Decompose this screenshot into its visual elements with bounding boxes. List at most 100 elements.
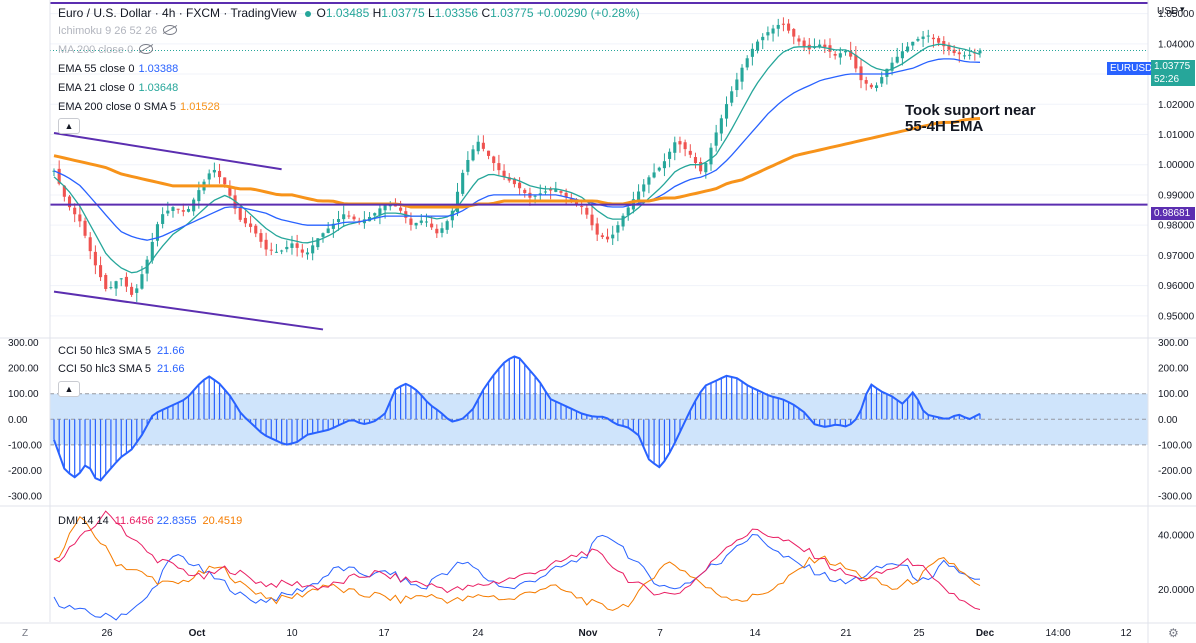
candle-body (269, 249, 273, 251)
main-grid (50, 13, 1148, 317)
candle-body (580, 205, 584, 207)
dmi-tick-label: 20.0000 (1158, 585, 1195, 596)
symbol-tag: EURUSD (1107, 62, 1156, 75)
candle-body (756, 41, 760, 51)
candle-body (699, 161, 703, 172)
high-value: 1.03775 (381, 6, 425, 20)
time-tick-label: 26 (101, 628, 113, 639)
candle-body (119, 278, 123, 280)
candle-body (481, 142, 485, 149)
candle-body (585, 207, 589, 215)
candle-body (714, 132, 718, 146)
candle-body (73, 207, 77, 215)
candle-body (642, 184, 646, 192)
price-tick-label: 1.00000 (1158, 160, 1195, 171)
candle-body (217, 170, 222, 178)
candle-body (430, 223, 434, 228)
dmi-plusminus-di-line (53, 533, 981, 621)
candle-body (409, 218, 413, 225)
candle-body (228, 185, 232, 196)
price-tick-label: 1.04000 (1158, 39, 1195, 50)
candle-body (538, 193, 542, 195)
candle-body (150, 241, 154, 261)
candle-body (906, 46, 910, 52)
candle-body (937, 38, 941, 43)
timezone-button[interactable]: Z (22, 628, 29, 639)
dmi-adx-value: 11.6456 (114, 515, 154, 527)
candle-body (792, 29, 796, 37)
legend-ema200[interactable]: EMA 200 close 0 SMA 5 1.01528 (58, 100, 220, 114)
candle-body (486, 150, 491, 156)
candle-body (895, 56, 899, 63)
hidden-eye-icon[interactable] (139, 44, 154, 54)
cci-left-tick-label: 300.00 (8, 338, 39, 349)
candle-body (673, 142, 677, 153)
candle-body (176, 208, 180, 210)
candle-body (455, 191, 460, 213)
candle-body (88, 237, 92, 252)
candle-body (719, 118, 723, 134)
legend-ma200[interactable]: MA 200 close 0 (58, 43, 154, 57)
candle-body (750, 48, 754, 57)
legend-ichimoku[interactable]: Ichimoku 9 26 52 26 (58, 24, 178, 38)
ema200-line (53, 117, 981, 209)
time-tick-label: 10 (286, 628, 298, 639)
time-tick-label: Nov (579, 628, 598, 639)
candle-body (931, 37, 935, 40)
cci-legend-1[interactable]: CCI 50 hlc3 SMA 5 21.66 (58, 344, 184, 358)
legend-ema55-label: EMA 55 close 0 (58, 63, 135, 75)
price-tick-label: 1.05000 (1158, 9, 1195, 20)
collapse-legend-button[interactable]: ▲ (58, 118, 80, 134)
legend-ema55[interactable]: EMA 55 close 0 1.03388 (58, 62, 178, 76)
price-tick-label: 1.02000 (1158, 100, 1195, 111)
hidden-eye-icon[interactable] (163, 25, 178, 35)
ohlc-readout: O1.03485 H1.03775 L1.03356 C1.03775 +0.0… (317, 6, 640, 20)
price-tick-label: 0.95000 (1158, 311, 1195, 322)
candle-body (797, 38, 801, 42)
candle-body (802, 40, 806, 47)
annotation-line-2: 55-4H EMA (905, 118, 984, 135)
candle-body (223, 177, 227, 185)
candle-body (688, 150, 692, 155)
candle-body (554, 189, 558, 192)
candle-body (114, 281, 118, 289)
candle-body (890, 62, 894, 71)
open-label: O (316, 6, 326, 20)
change-value: +0.00290 (+0.28%) (536, 6, 640, 20)
cci-legend-2-value: 21.66 (156, 363, 185, 375)
candle-body (921, 36, 925, 39)
candle-body (93, 251, 97, 266)
dmi-legend[interactable]: DMI 14 14 11.6456 22.8355 20.4519 (58, 514, 242, 528)
candle-body (559, 191, 563, 193)
candle-body (662, 161, 666, 169)
currency-dropdown-icon[interactable]: ▾ (1180, 4, 1185, 14)
cci-left-tick-label: -300.00 (8, 492, 42, 503)
legend-ema21[interactable]: EMA 21 close 0 1.03648 (58, 81, 178, 95)
candle-body (843, 50, 848, 53)
candle-body (776, 24, 780, 29)
candle-body (440, 228, 444, 233)
ema55-line (53, 58, 981, 241)
candle-body (626, 207, 630, 216)
candle-body (171, 207, 175, 211)
candle-body (280, 250, 284, 252)
currency-label[interactable]: USD (1157, 6, 1179, 17)
price-plot (50, 2, 1148, 331)
candle-body (781, 23, 785, 25)
cci-legend-2[interactable]: CCI 50 hlc3 SMA 5 21.66 (58, 362, 184, 376)
candle-body (507, 177, 511, 181)
cci-line (53, 355, 981, 482)
collapse-cci-legend-button[interactable]: ▲ (58, 381, 80, 397)
candle-body (564, 192, 568, 198)
settings-gear-icon[interactable]: ⚙ (1168, 626, 1179, 640)
candle-body (274, 251, 278, 253)
candle-body (62, 185, 66, 197)
candle-body (678, 141, 682, 145)
candle-body (259, 233, 263, 242)
close-value: 1.03775 (490, 6, 534, 20)
candle-body (243, 217, 247, 224)
candle-body (611, 234, 615, 239)
cci-legend-1-value: 21.66 (156, 345, 185, 357)
